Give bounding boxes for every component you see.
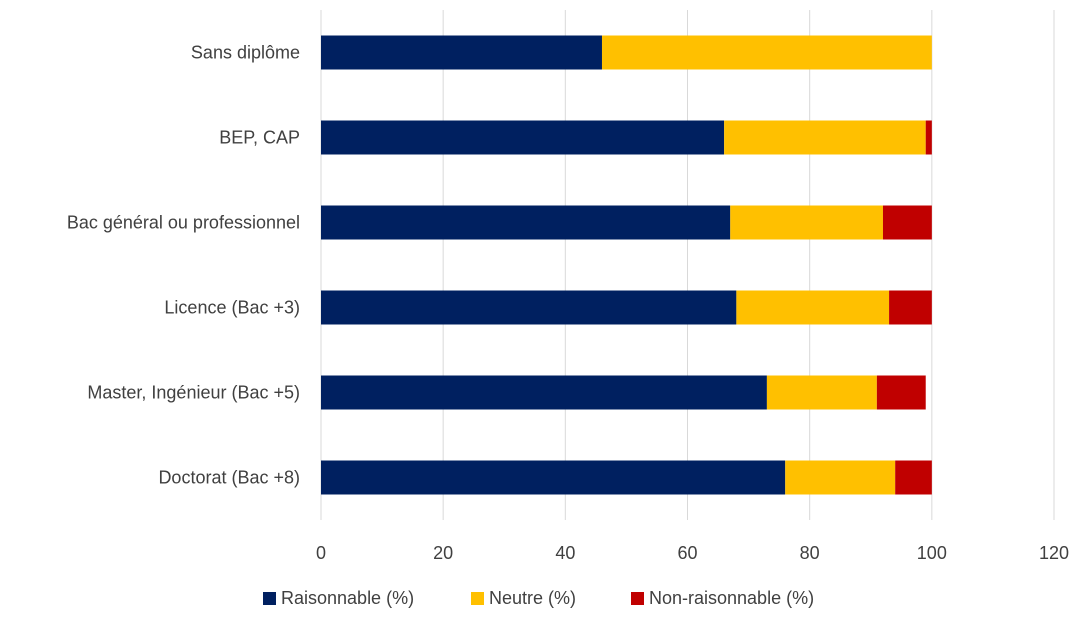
- bar-segment-1: [321, 35, 602, 70]
- bar-segment-2: [785, 460, 896, 495]
- bar-segment-3: [895, 460, 932, 495]
- bar-segment-3: [925, 120, 932, 155]
- legend-label: Raisonnable (%): [281, 588, 414, 608]
- x-tick-label: 0: [316, 543, 326, 563]
- bar-segment-1: [321, 290, 737, 325]
- category-label: Sans diplôme: [191, 43, 300, 63]
- x-tick-label: 60: [677, 543, 697, 563]
- bar-segment-1: [321, 460, 786, 495]
- bar-segment-3: [889, 290, 932, 325]
- bar-segment-2: [601, 35, 932, 70]
- x-axis-tick-labels: 0 20 40 60 80 100 120: [316, 543, 1069, 563]
- bar-segment-2: [724, 120, 926, 155]
- category-label: Bac général ou professionnel: [67, 213, 300, 233]
- bar-segment-2: [766, 375, 877, 410]
- bar-segment-2: [730, 205, 883, 240]
- bars: [321, 35, 932, 495]
- bar-segment-1: [321, 375, 767, 410]
- category-label: BEP, CAP: [219, 128, 300, 148]
- legend: Raisonnable (%) Neutre (%) Non-raisonnable…: [263, 588, 814, 608]
- x-tick-label: 80: [800, 543, 820, 563]
- legend-label: Neutre (%): [489, 588, 576, 608]
- x-tick-label: 120: [1039, 543, 1069, 563]
- gridlines: [320, 10, 1055, 520]
- category-label: Master, Ingénieur (Bac +5): [87, 383, 300, 403]
- category-label: Doctorat (Bac +8): [158, 468, 300, 488]
- bar-segment-1: [321, 205, 731, 240]
- category-label: Licence (Bac +3): [164, 298, 300, 318]
- bar-segment-2: [736, 290, 890, 325]
- x-tick-label: 40: [555, 543, 575, 563]
- legend-label: Non-raisonnable (%): [649, 588, 814, 608]
- legend-swatch: [471, 592, 484, 605]
- x-tick-label: 100: [917, 543, 947, 563]
- legend-swatch: [263, 592, 276, 605]
- bar-segment-1: [321, 120, 725, 155]
- legend-swatch: [631, 592, 644, 605]
- bar-segment-3: [882, 205, 932, 240]
- category-labels: Sans diplôme BEP, CAP Bac général ou profe…: [67, 43, 300, 488]
- bar-segment-3: [876, 375, 926, 410]
- x-tick-label: 20: [433, 543, 453, 563]
